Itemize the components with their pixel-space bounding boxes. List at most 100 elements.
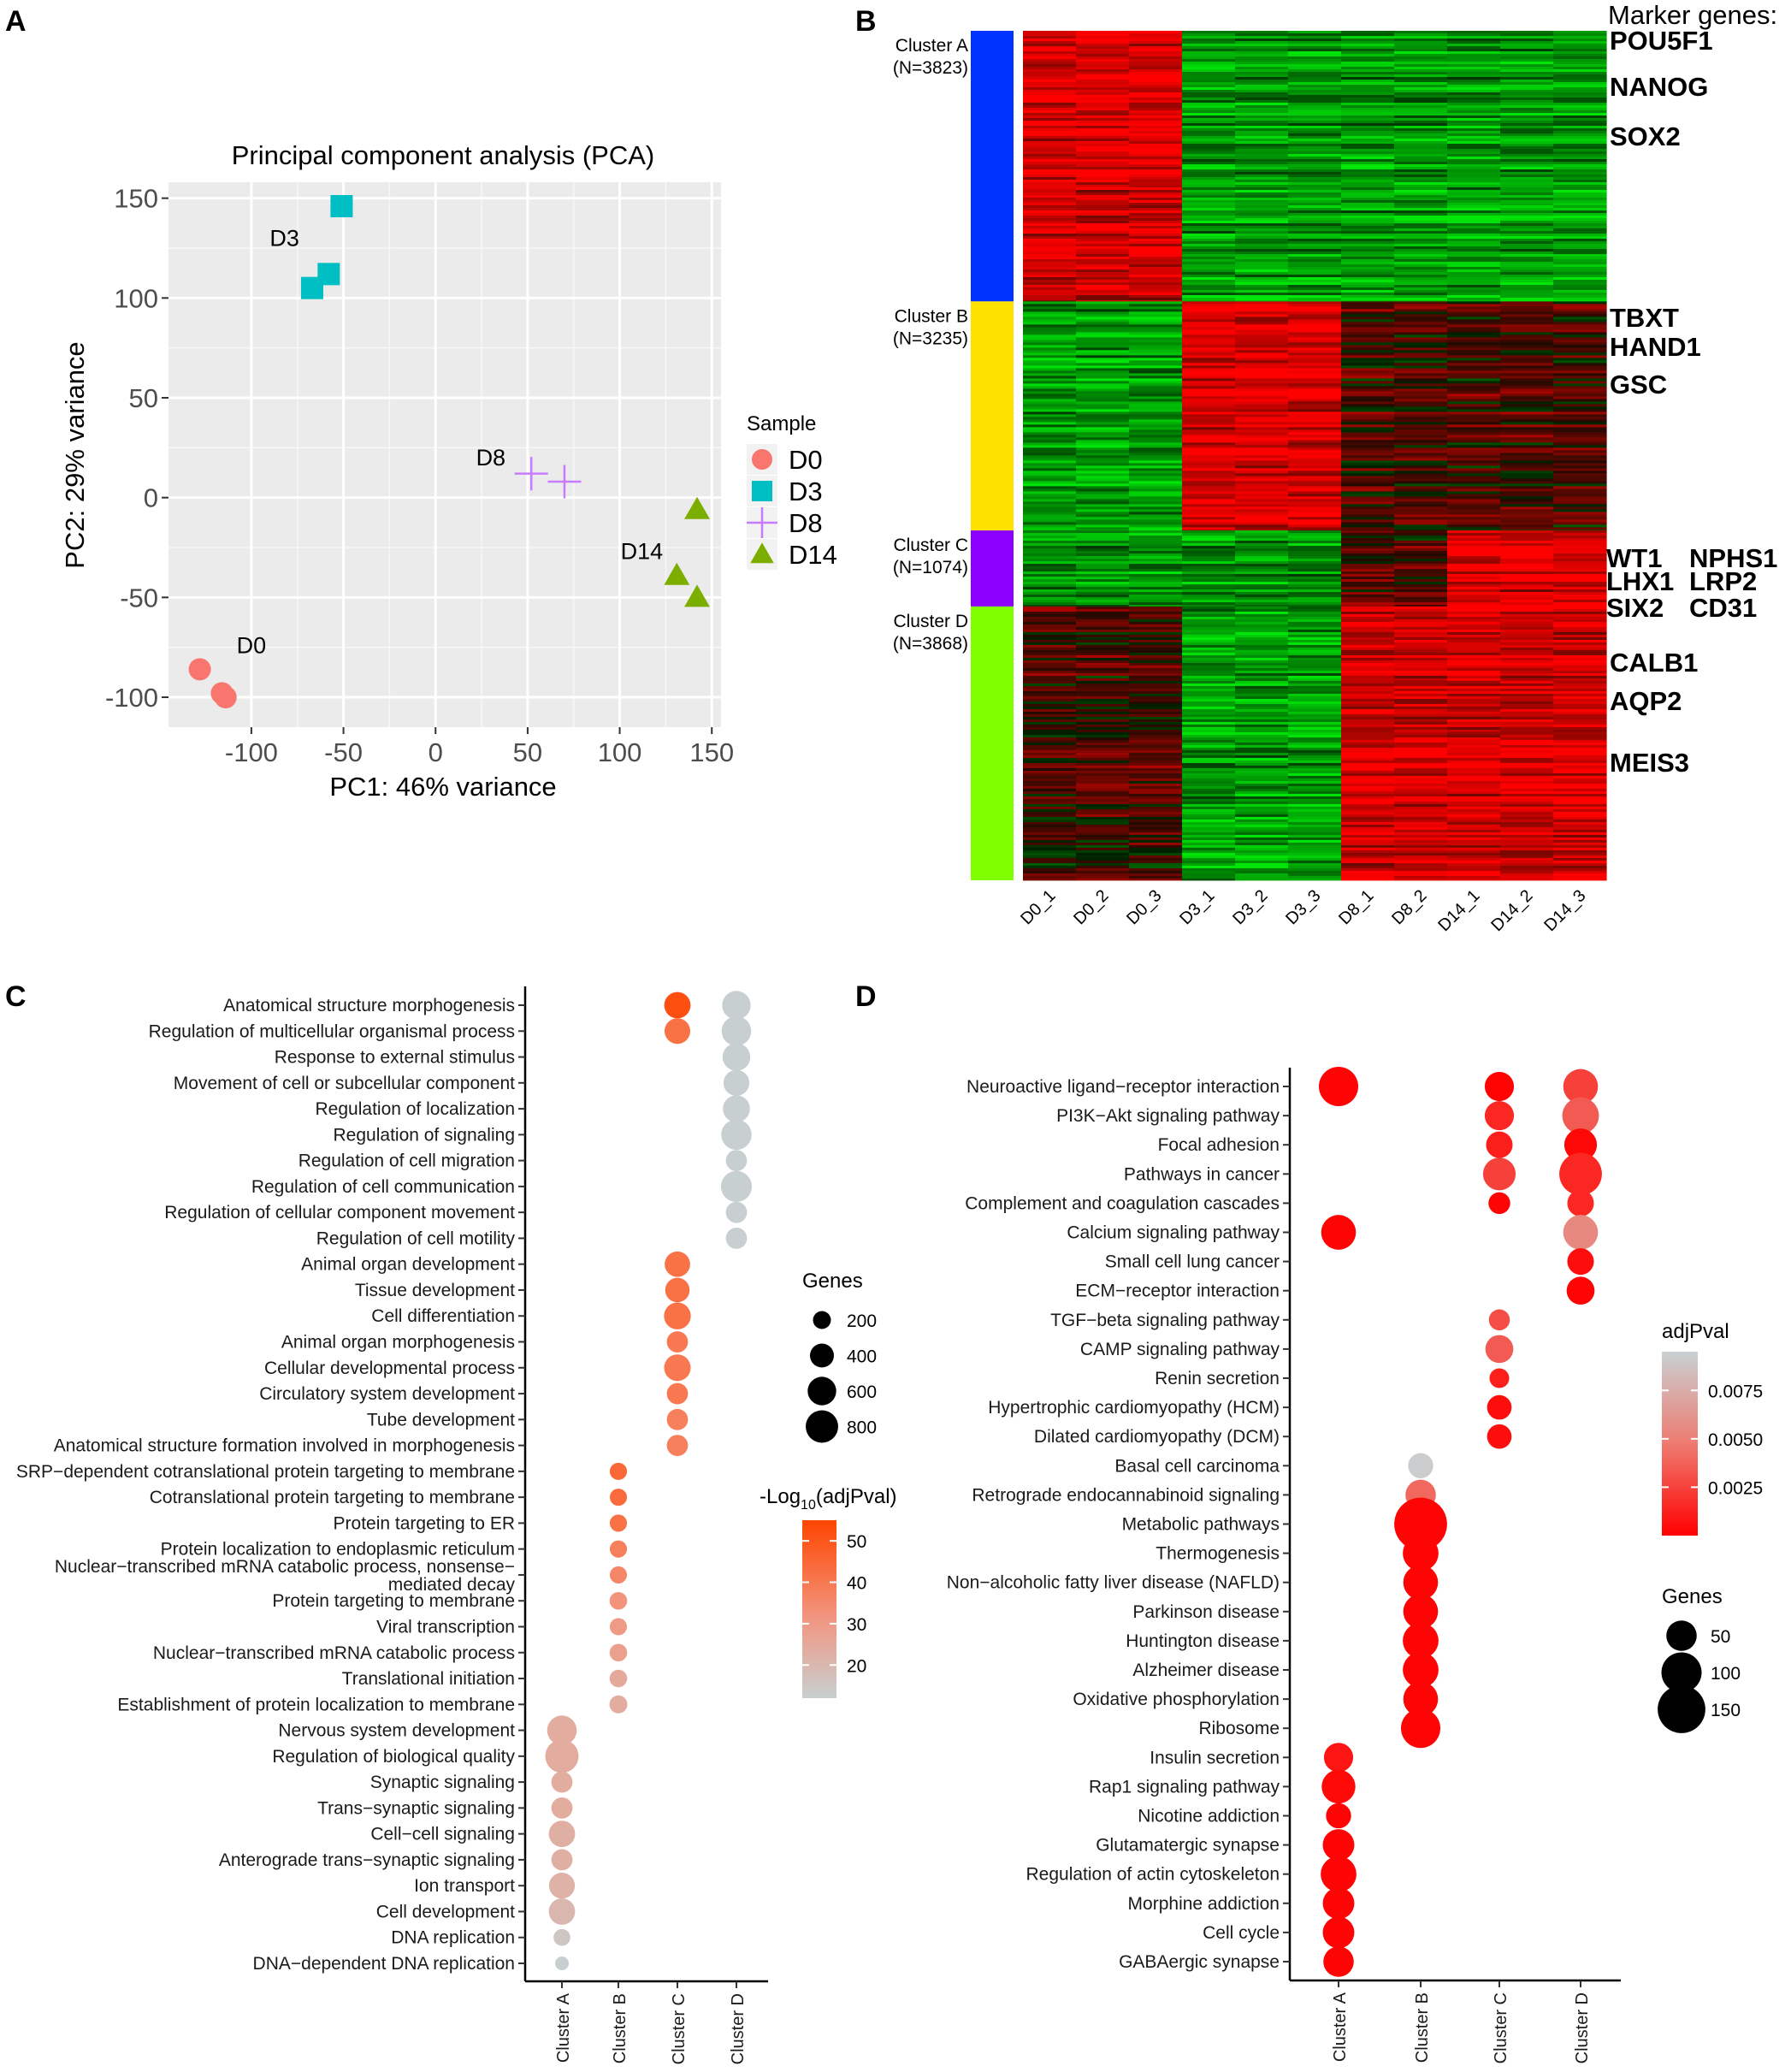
heatmap-cell (1129, 559, 1183, 562)
heatmap-cell (1129, 360, 1183, 364)
heatmap-cell (1235, 401, 1289, 405)
heatmap-cell (1341, 236, 1395, 240)
heatmap-cell (1235, 606, 1289, 610)
heatmap-cell (1076, 808, 1130, 813)
heatmap-cell (1447, 713, 1501, 718)
heatmap-cell (1235, 327, 1289, 330)
heatmap-cell (1500, 223, 1554, 227)
heatmap-cell (1182, 340, 1236, 343)
heatmap-cell (1341, 471, 1395, 474)
heatmap-cell (1553, 264, 1607, 268)
heatmap-cell (1500, 538, 1554, 542)
heatmap-cell (1394, 133, 1448, 137)
heatmap-cell (1182, 386, 1236, 389)
heatmap-cell (1076, 352, 1130, 356)
heatmap-cell (1235, 582, 1289, 585)
heatmap-cell (1235, 514, 1289, 518)
heatmap-cell (1500, 778, 1554, 782)
heatmap-cell (1394, 376, 1448, 379)
heatmap-cell (1341, 536, 1395, 539)
heatmap-cell (1235, 693, 1289, 697)
heatmap-cell (1341, 259, 1395, 263)
heatmap-cell (1182, 608, 1236, 613)
heatmap-cell (1394, 855, 1448, 859)
heatmap-cell (1341, 473, 1395, 477)
heatmap-cell (1500, 391, 1554, 394)
heatmap-cell (1341, 213, 1395, 216)
heatmap-cell (1023, 783, 1077, 787)
heatmap-cell (1447, 414, 1501, 417)
heatmap-cell (1447, 429, 1501, 433)
kegg-term-label: Dilated cardiomyopathy (DCM) (1034, 1427, 1280, 1447)
heatmap-cell (1500, 517, 1554, 520)
heatmap-cell (1394, 404, 1448, 407)
heatmap-cell (1394, 693, 1448, 697)
heatmap-cell (1129, 295, 1183, 299)
heatmap-cell (1447, 226, 1501, 229)
heatmap-cell (1447, 275, 1501, 278)
heatmap-cell (1500, 126, 1554, 129)
heatmap-cell (1288, 619, 1342, 623)
heatmap-cell (1553, 571, 1607, 575)
heatmap-cell (1500, 280, 1554, 283)
heatmap-cell (1129, 543, 1183, 547)
heatmap-cell (1447, 228, 1501, 232)
heatmap-cell (1341, 391, 1395, 394)
heatmap-cell (1553, 399, 1607, 402)
heatmap-cell (1076, 574, 1130, 577)
heatmap-cell (1182, 182, 1236, 186)
heatmap-cell (1129, 419, 1183, 423)
heatmap-cell (1023, 221, 1077, 224)
heatmap-cell (1447, 406, 1501, 410)
heatmap-cell (1288, 608, 1342, 613)
heatmap-cell (1394, 556, 1448, 559)
heatmap-cell (1341, 146, 1395, 150)
heatmap-cell (1553, 236, 1607, 240)
heatmap-cell (1341, 352, 1395, 356)
heatmap-cell (1394, 293, 1448, 296)
heatmap-cell (1288, 726, 1342, 731)
heatmap-cell (1553, 811, 1607, 815)
heatmap-cell (1394, 406, 1448, 410)
heatmap-cell (1500, 187, 1554, 191)
heatmap-cell (1182, 324, 1236, 328)
heatmap-cell (1447, 852, 1501, 856)
heatmap-cell (1447, 481, 1501, 484)
heatmap-cell (1500, 252, 1554, 255)
heatmap-cell (1235, 287, 1289, 291)
heatmap-cell (1235, 136, 1289, 139)
heatmap-cell (1288, 755, 1342, 759)
heatmap-cell (1553, 708, 1607, 713)
heatmap-cell (1447, 345, 1501, 348)
heatmap-cell (1447, 683, 1501, 687)
heatmap-cell (1288, 778, 1342, 782)
heatmap-cell (1182, 437, 1236, 441)
heatmap-cell (1129, 324, 1183, 328)
heatmap-cell (1500, 706, 1554, 710)
heatmap-cell (1447, 690, 1501, 695)
heatmap-cell (1076, 788, 1130, 792)
heatmap-cell (1288, 708, 1342, 713)
heatmap-cell (1182, 363, 1236, 366)
kegg-color-legend-label: 0.0075 (1708, 1382, 1763, 1401)
heatmap-cell (1341, 82, 1395, 86)
heatmap-cell (1288, 749, 1342, 754)
heatmap-cell (1288, 819, 1342, 823)
heatmap-cell (1394, 867, 1448, 872)
heatmap-cell (1447, 306, 1501, 310)
heatmap-cell (1129, 128, 1183, 132)
heatmap-cell (1129, 788, 1183, 792)
heatmap-cell (1076, 729, 1130, 733)
heatmap-cell (1023, 295, 1077, 299)
heatmap-cell (1341, 606, 1395, 610)
heatmap-cell (1288, 527, 1342, 530)
heatmap-cell (1447, 796, 1501, 800)
heatmap-cell (1023, 571, 1077, 575)
heatmap-cell (1394, 762, 1448, 767)
heatmap-cell (1182, 244, 1236, 247)
heatmap-cell (1235, 621, 1289, 625)
heatmap-cell (1341, 642, 1395, 646)
heatmap-cell (1447, 606, 1501, 610)
heatmap-cell (1288, 404, 1342, 407)
heatmap-cell (1182, 192, 1236, 196)
